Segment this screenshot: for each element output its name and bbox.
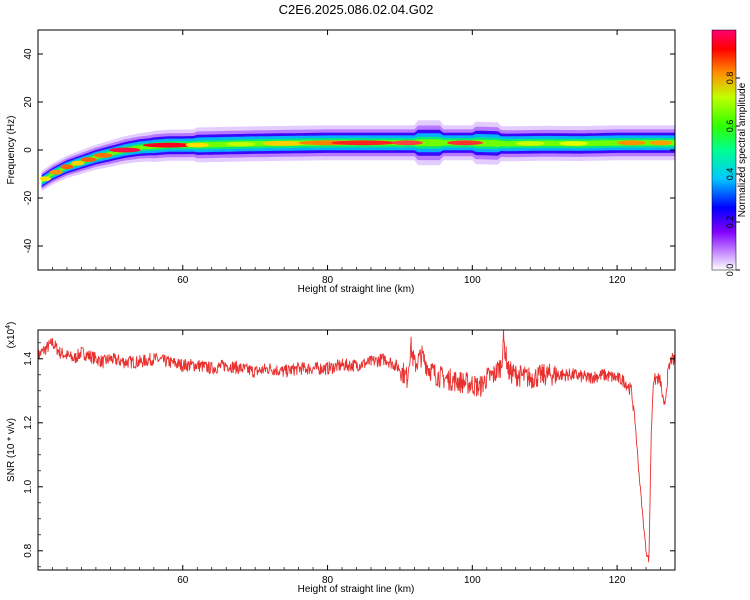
spectrogram-peak <box>559 141 589 146</box>
spectrogram-peak <box>93 153 113 158</box>
snr-plot-area <box>38 330 675 563</box>
spectrogram-peak <box>39 176 52 182</box>
figure-title: C2E6.2025.086.02.04.G02 <box>279 2 434 17</box>
snr-y-tick-label: 1.4 <box>23 351 34 365</box>
spectrogram-band <box>41 139 675 183</box>
spectrogram-x-tick-label: 60 <box>177 275 189 286</box>
snr-y-multiplier: (x104) <box>5 322 17 349</box>
snr-x-tick-label: 80 <box>322 575 334 586</box>
spectrogram-x-ticks: 60 80 100 120 <box>52 30 676 286</box>
spectrogram-peak <box>391 140 424 146</box>
spectrogram-image <box>39 120 675 192</box>
snr-y-tick-label: 1.0 <box>23 479 34 493</box>
spectrogram-peak <box>71 160 85 166</box>
colorbar-label: Normalized spectral amplitude <box>737 82 748 217</box>
spectrogram-peak <box>515 141 545 146</box>
colorbar-tick-label: 0.4 <box>725 168 735 181</box>
spectrogram-y-ticks: 40 20 0 -20 -40 <box>23 48 675 253</box>
spectrogram-y-tick-label: -20 <box>23 190 34 205</box>
colorbar-tick-label: 0.8 <box>725 72 735 85</box>
snr-series-line <box>38 330 675 563</box>
colorbar: 0.0 0.2 0.4 0.6 0.8 Normalized spectral ampl… <box>711 29 748 277</box>
snr-x-tick-label: 100 <box>464 575 481 586</box>
spectrogram-peak <box>226 141 256 147</box>
colorbar-ticks: 0.0 0.2 0.4 0.6 0.8 <box>725 72 740 277</box>
spectrogram-y-tick-label: -40 <box>23 238 34 253</box>
colorbar-frame <box>711 29 737 271</box>
snr-x-label: Height of straight line (km) <box>298 584 415 595</box>
spectrogram-panel: 40 20 0 -20 -40 60 80 100 120 Height of straigh… <box>6 29 676 295</box>
colorbar-gradient <box>712 30 736 270</box>
spectrogram-peak <box>142 142 194 148</box>
spectrogram-peak <box>446 140 484 146</box>
spectrogram-x-tick-label: 80 <box>322 275 334 286</box>
snr-x-tick-label: 120 <box>609 575 626 586</box>
spectrogram-peak <box>80 157 97 163</box>
spectrogram-peak <box>60 164 74 170</box>
spectrogram-peak <box>49 169 63 175</box>
spectrogram-y-tick-label: 40 <box>23 48 34 60</box>
spectrogram-peak <box>617 140 647 146</box>
colorbar-tick-label: 0.6 <box>725 120 735 133</box>
colorbar-tick-label: 0.0 <box>725 264 735 277</box>
spectrogram-x-tick-label: 100 <box>464 275 481 286</box>
snr-y-label: SNR (10 * v/v) <box>6 418 17 482</box>
spectrogram-band <box>41 136 675 184</box>
spectrogram-x-label: Height of straight line (km) <box>298 284 415 295</box>
snr-y-tick-label: 0.8 <box>23 543 34 557</box>
spectrogram-peak <box>262 140 306 146</box>
spectrogram-peak <box>185 142 209 148</box>
spectrogram-y-tick-label: 20 <box>23 96 34 108</box>
colorbar-tick-label: 0.2 <box>725 216 735 229</box>
spectrogram-peak <box>648 140 673 146</box>
spectrogram-y-tick-label: 0 <box>23 147 34 153</box>
spectrogram-peak <box>331 140 397 146</box>
snr-y-ticks: 0.8 1.0 1.2 1.4 <box>23 342 675 568</box>
snr-x-tick-label: 60 <box>177 575 189 586</box>
snr-panel: 0.8 1.0 1.2 1.4 60 80 100 120 Height of straig… <box>5 322 676 595</box>
snr-x-ticks: 60 80 100 120 <box>52 330 676 586</box>
snr-y-tick-label: 1.2 <box>23 415 34 429</box>
spectrogram-y-label: Frequency (Hz) <box>6 116 17 185</box>
spectrogram-peak <box>108 147 141 153</box>
spectrogram-x-tick-label: 120 <box>609 275 626 286</box>
